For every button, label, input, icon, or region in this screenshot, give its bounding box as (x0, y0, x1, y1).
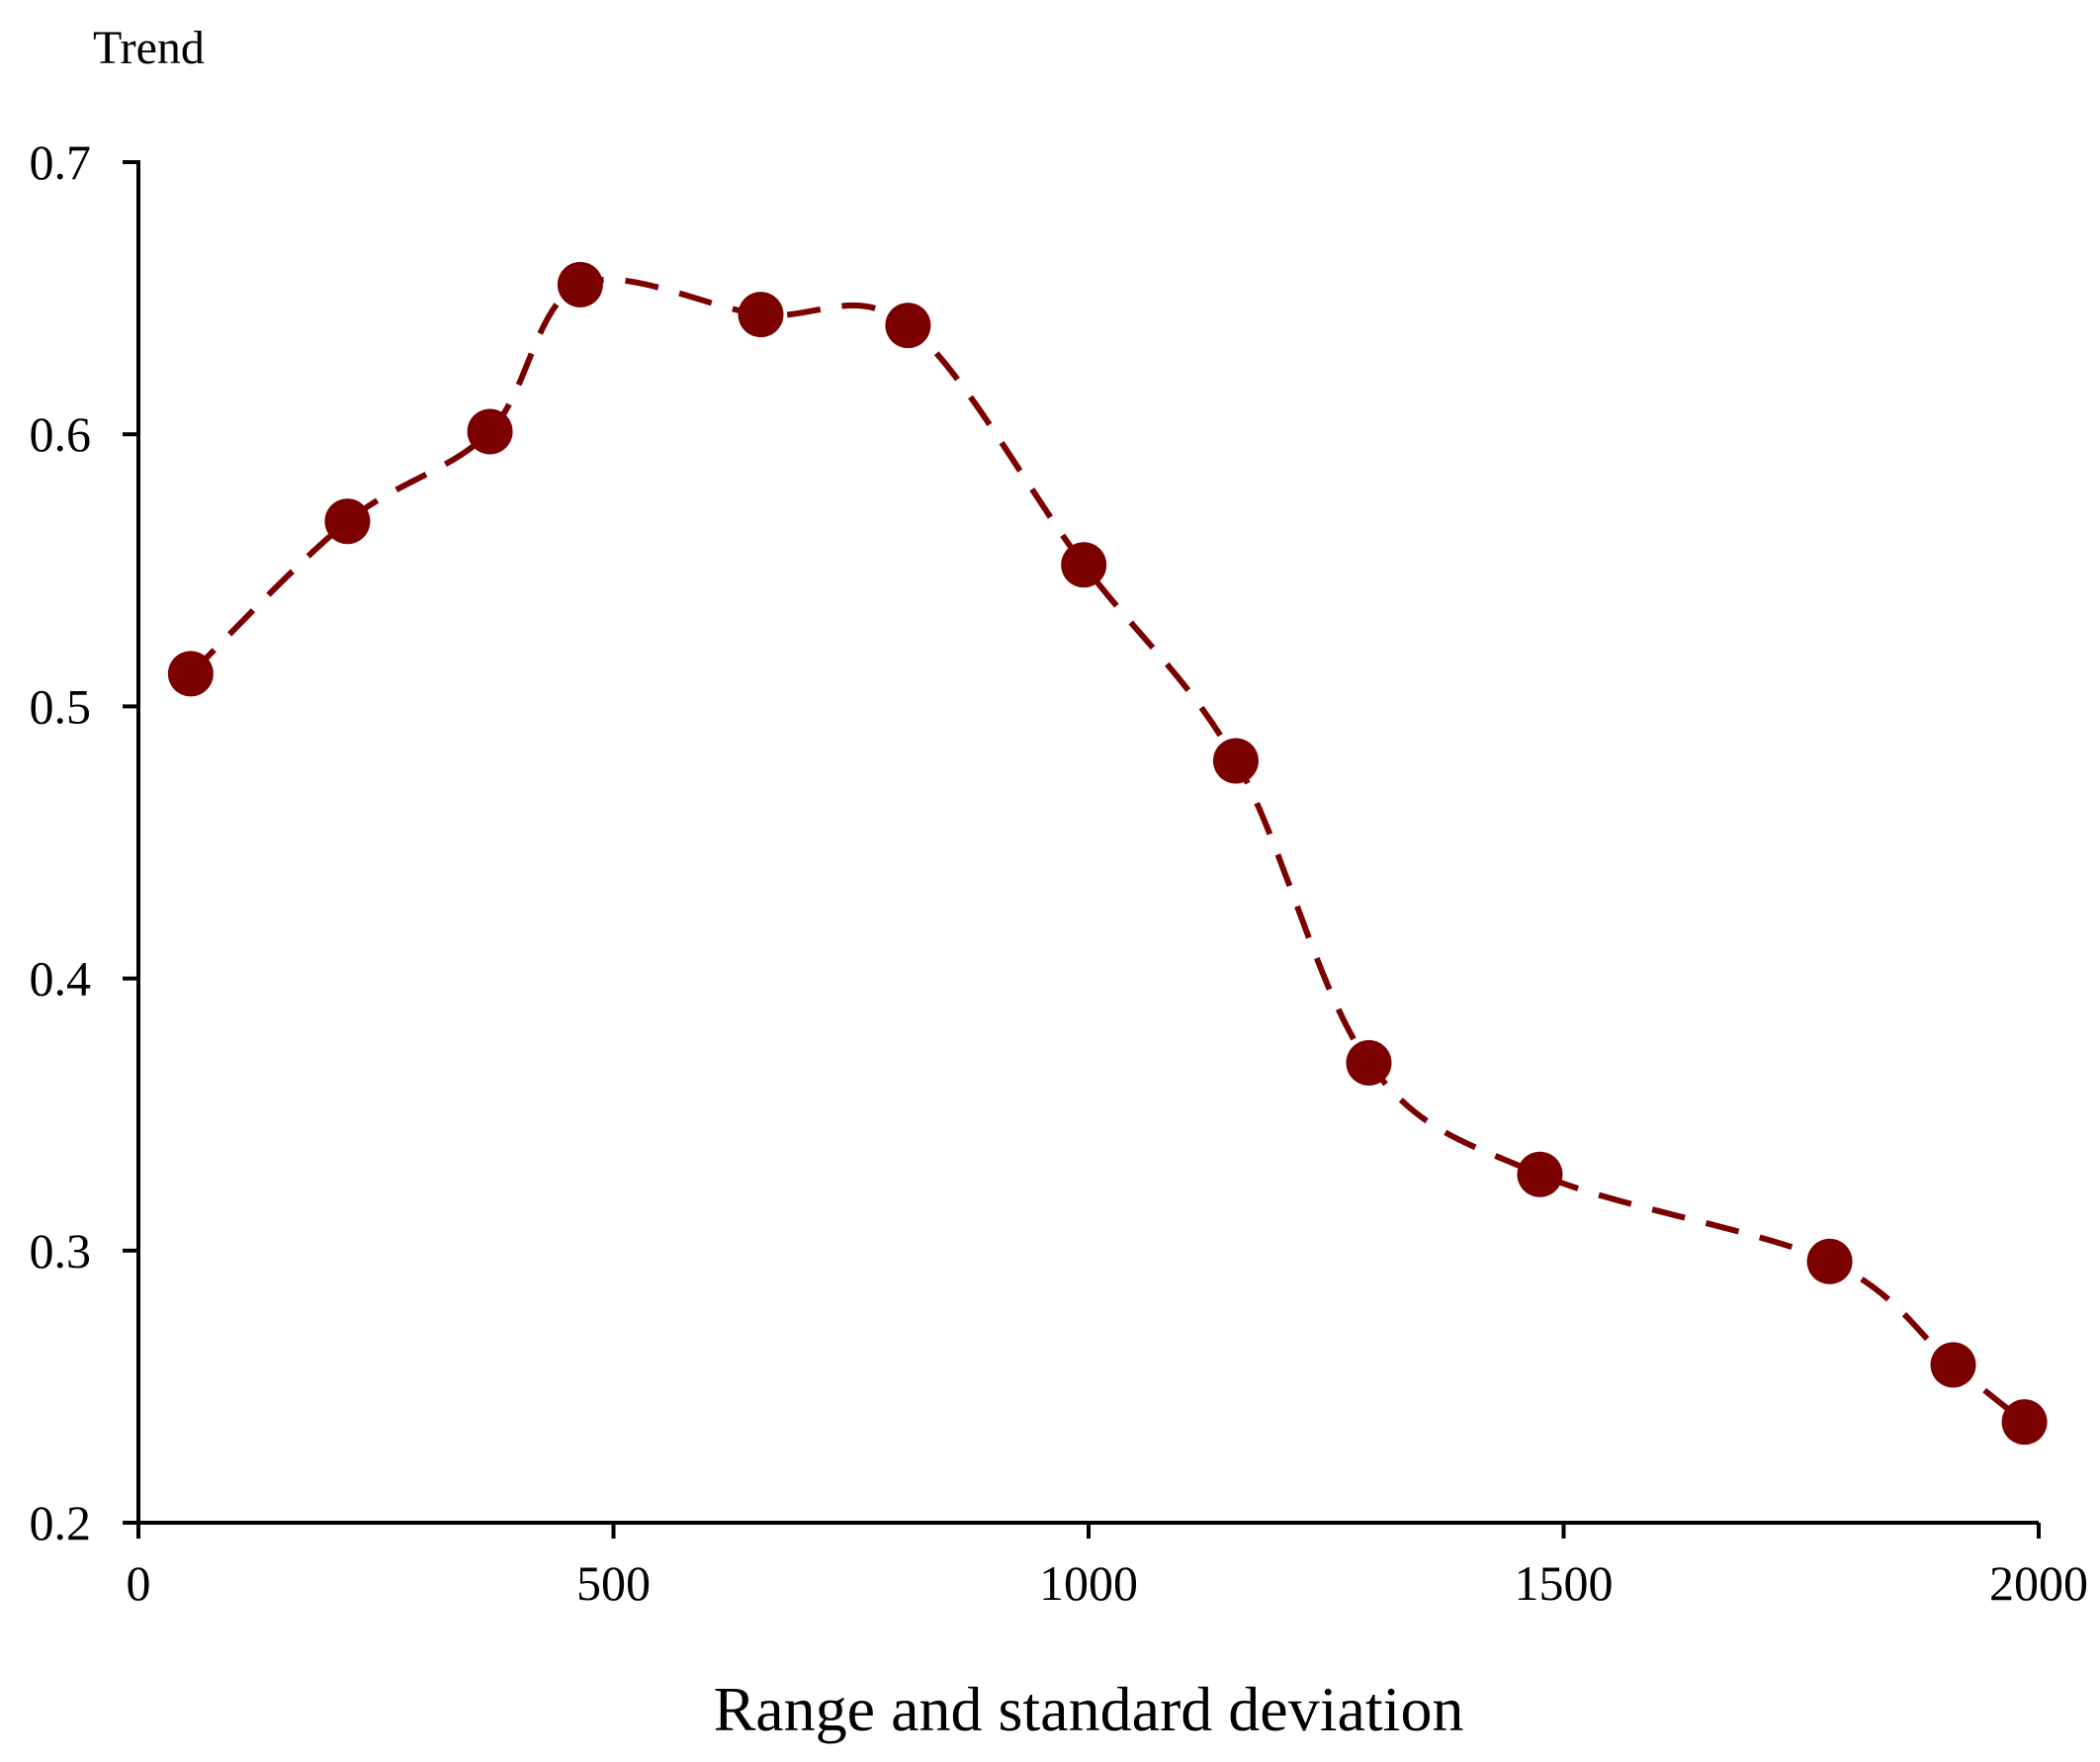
data-point-12 (1930, 1342, 1976, 1388)
data-point-6 (885, 303, 931, 349)
data-point-13 (2001, 1399, 2048, 1446)
data-point-2 (324, 498, 371, 545)
y-tick-label: 0.5 (30, 678, 92, 734)
x-tick-label: 2000 (1989, 1555, 2088, 1611)
x-tick-label: 1000 (1039, 1555, 1138, 1611)
axes: 0 500 1000 1500 2000 0.2 0.3 0.4 0.5 0.6 0.7 (30, 134, 2089, 1611)
y-axis-title: Trend (93, 22, 205, 74)
x-ticks: 0 500 1000 1500 2000 (127, 1523, 2088, 1611)
data-point-5 (738, 292, 784, 338)
x-tick-label: 1500 (1515, 1555, 1614, 1611)
data-point-10 (1517, 1151, 1563, 1197)
data-point-7 (1061, 542, 1107, 588)
data-point-3 (467, 408, 513, 455)
data-point-4 (557, 261, 603, 308)
data-point-9 (1346, 1039, 1392, 1086)
y-tick-label: 0.3 (30, 1223, 92, 1278)
x-tick-label: 500 (576, 1555, 651, 1611)
data-point-8 (1212, 738, 1259, 784)
y-tick-label: 0.6 (30, 406, 92, 462)
x-axis-title: Range and standard deviation (714, 1674, 1464, 1744)
y-tick-label: 0.4 (30, 951, 92, 1007)
series-line (188, 276, 2027, 1425)
y-tick-label: 0.2 (30, 1495, 92, 1550)
data-point-11 (1806, 1238, 1853, 1284)
y-ticks: 0.2 0.3 0.4 0.5 0.6 0.7 (30, 134, 138, 1550)
data-points (167, 261, 2048, 1446)
x-tick-label: 0 (127, 1555, 151, 1611)
y-tick-label: 0.7 (30, 134, 92, 190)
data-point-1 (167, 651, 214, 697)
